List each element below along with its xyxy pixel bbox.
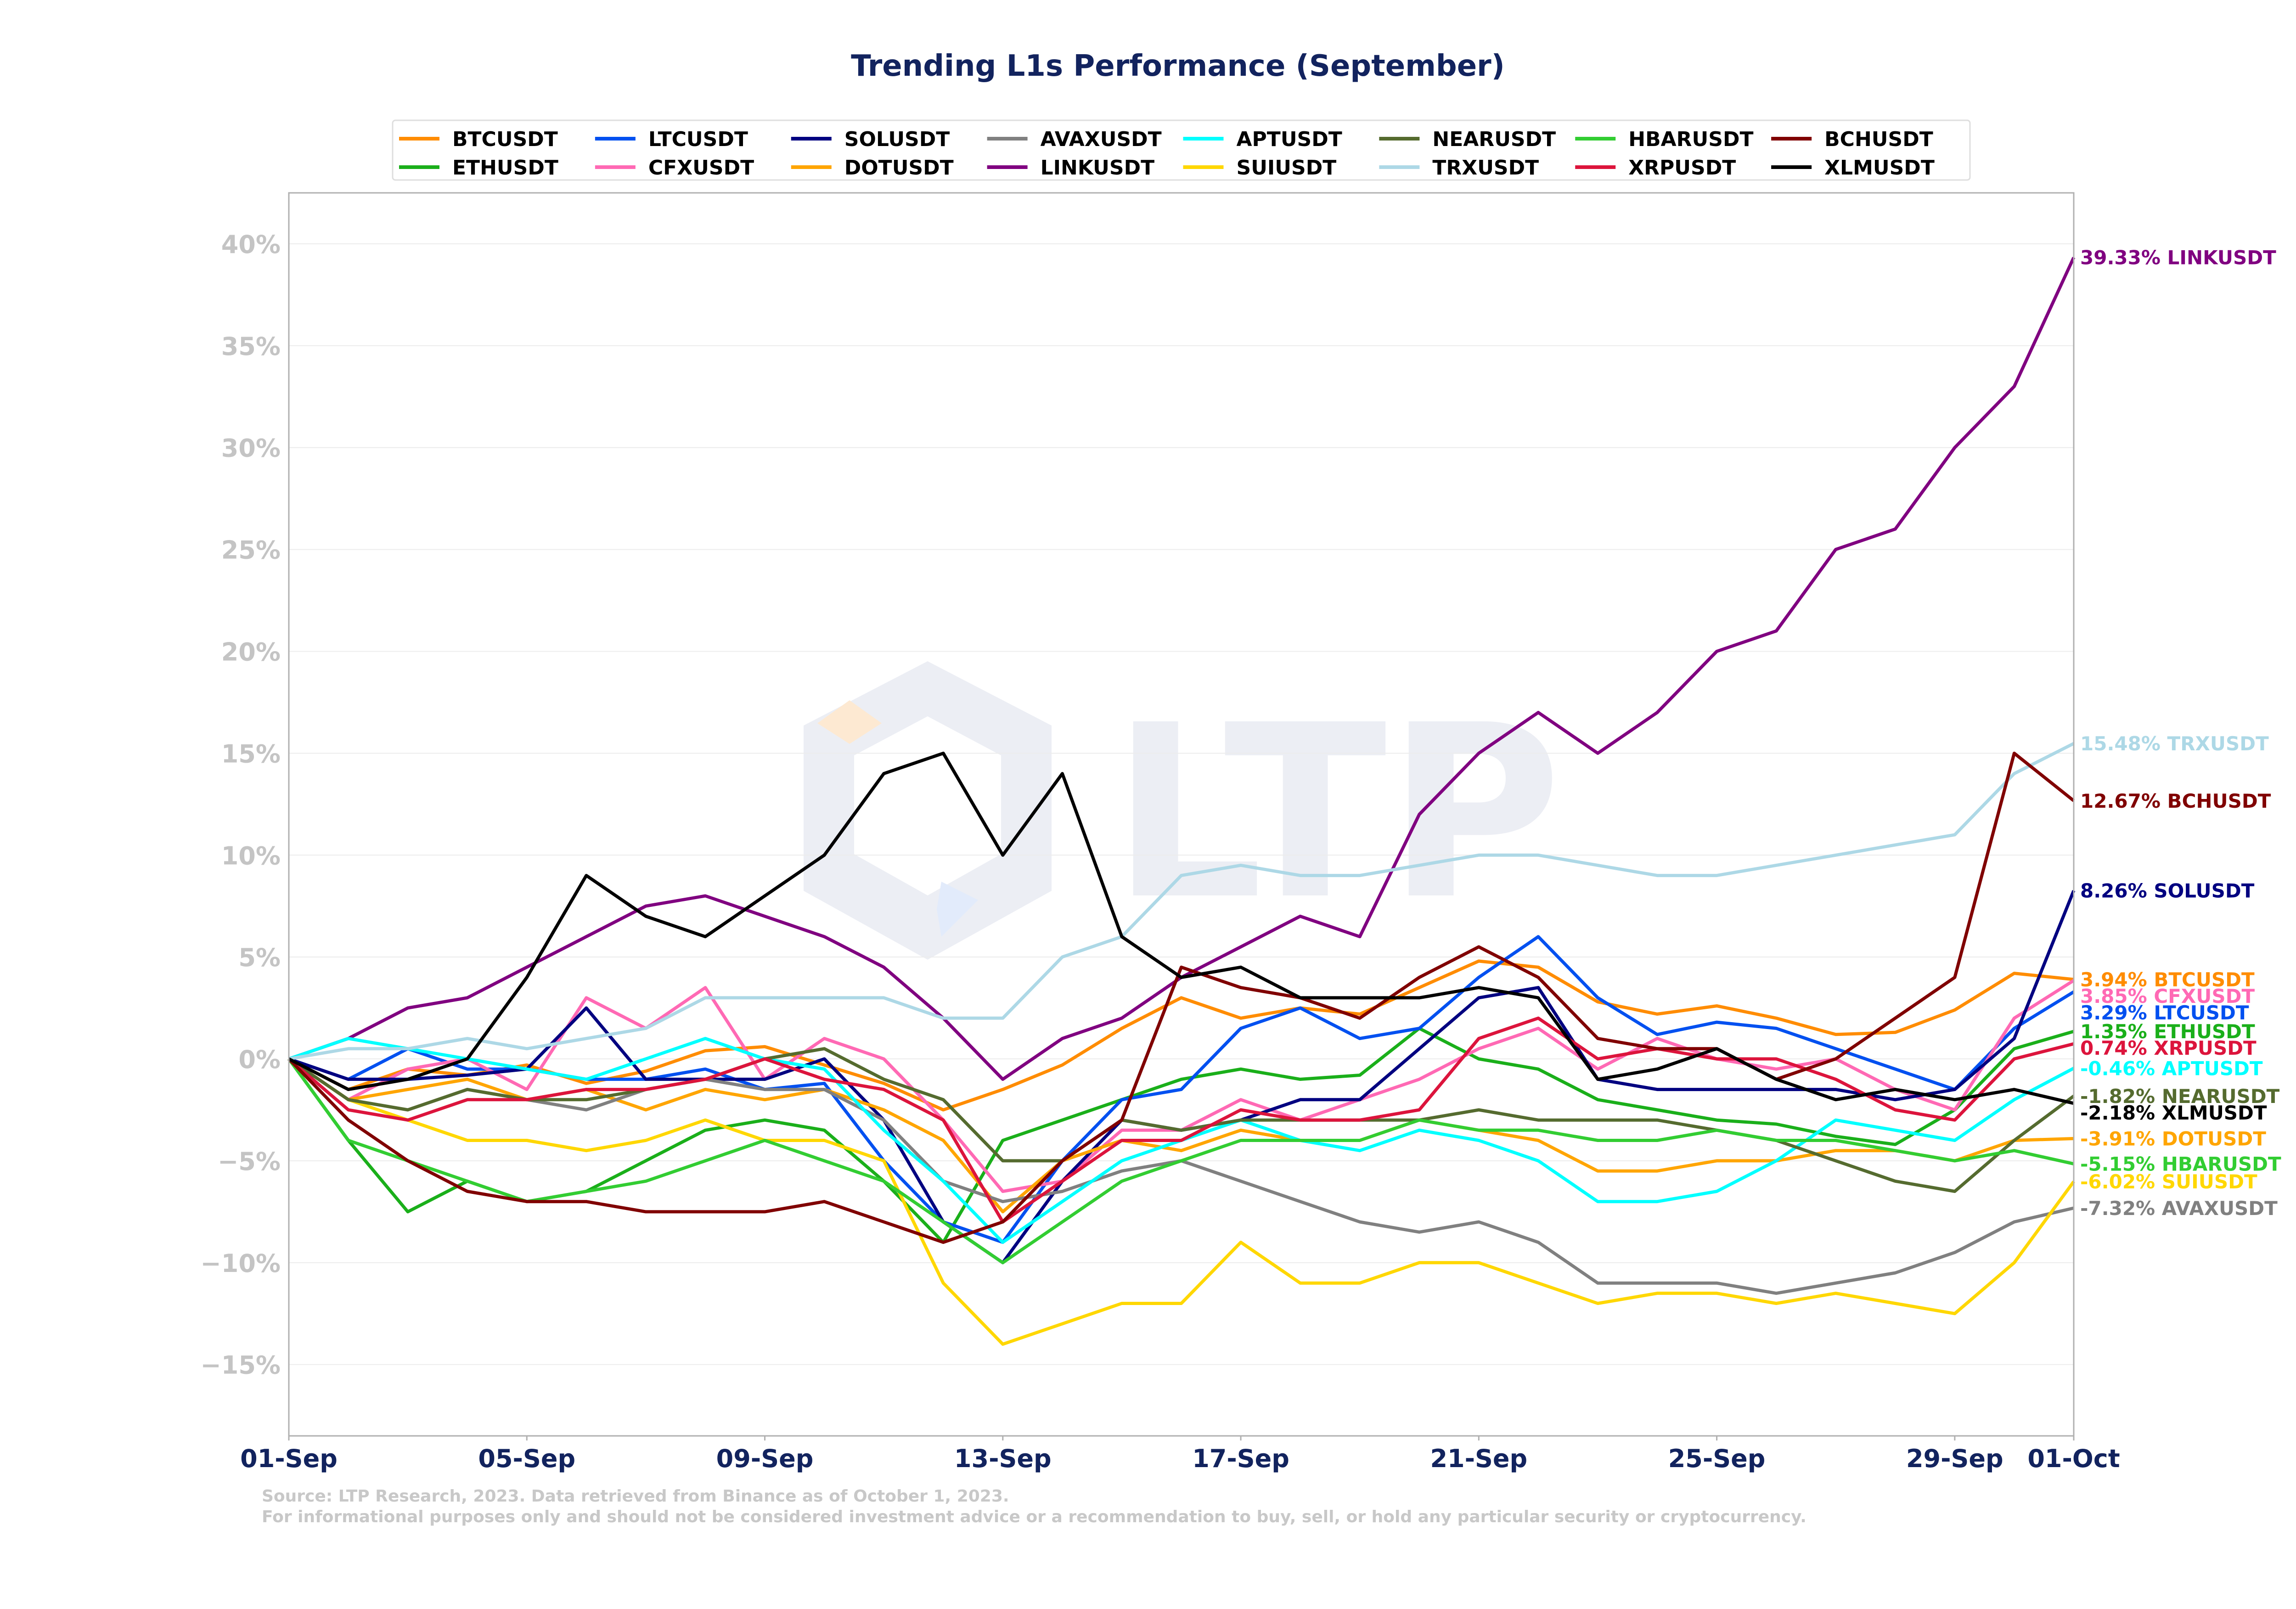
watermark-logo: LTP [804, 661, 1562, 960]
legend-item-avaxusdt: AVAXUSDT [987, 128, 1162, 151]
legend-label: LINKUSDT [1041, 156, 1155, 180]
legend-label: XLMUSDT [1824, 156, 1935, 180]
legend-item-xrpusdt: XRPUSDT [1575, 156, 1736, 180]
source-note: Source: LTP Research, 2023. Data retriev… [262, 1487, 1009, 1506]
end-label-hbarusdt: -5.15% HBARUSDT [2080, 1153, 2281, 1176]
end-label-bchusdt: 12.67% BCHUSDT [2080, 790, 2271, 812]
y-tick-label: −5% [218, 1147, 281, 1176]
legend-item-nearusdt: NEARUSDT [1379, 128, 1556, 151]
legend-label: CFXUSDT [648, 156, 754, 180]
y-tick-label: 40% [221, 230, 281, 259]
end-label-dotusdt: -3.91% DOTUSDT [2080, 1128, 2266, 1150]
series-lines [287, 257, 2076, 1346]
x-tick-label: 01-Sep [240, 1444, 338, 1473]
end-label-aptusdt: -0.46% APTUSDT [2080, 1057, 2263, 1080]
chart-title: Trending L1s Performance (September) [851, 49, 1505, 83]
legend-item-hbarusdt: HBARUSDT [1575, 128, 1754, 151]
y-tick-label: 0% [238, 1045, 281, 1074]
legend-box [392, 119, 1971, 181]
y-tick-label: 10% [221, 841, 281, 870]
y-tick-label: 20% [221, 637, 281, 666]
legend-label: BCHUSDT [1824, 128, 1933, 151]
legend-item-aptusdt: APTUSDT [1183, 128, 1342, 151]
end-label-avaxusdt: -7.32% AVAXUSDT [2080, 1197, 2278, 1220]
x-tick-label: 01-Oct [2027, 1444, 2120, 1473]
series-line-hbarusdt [287, 1058, 2074, 1265]
y-tick-label: 25% [221, 536, 281, 565]
series-line-xlmusdt [288, 751, 2074, 1105]
legend-item-bchusdt: BCHUSDT [1771, 128, 1933, 151]
series-line-btcusdt [288, 959, 2074, 1112]
legend-label: HBARUSDT [1628, 128, 1753, 151]
end-value-labels: 39.33% LINKUSDT 15.48% TRXUSDT 12.67% BCHU… [2080, 247, 2281, 1220]
watermark-text: LTP [1111, 674, 1562, 952]
legend-item-trxusdt: TRXUSDT [1379, 156, 1539, 180]
y-tick-label: 35% [221, 332, 281, 361]
legend-item-ltcusdt: LTCUSDT [595, 128, 748, 151]
y-tick-label: 15% [221, 739, 281, 768]
y-axis: −15% −10% −5% 0% 5% 10% 15% 20% 25% 30% 35% 40% [201, 230, 281, 1380]
legend-label: ETHUSDT [452, 156, 558, 180]
y-tick-label: −15% [201, 1351, 281, 1380]
end-label-ltcusdt: 3.29% LTCUSDT [2080, 1001, 2249, 1024]
x-tick-label: 13-Sep [954, 1444, 1052, 1473]
legend: BTCUSDT ETHUSDT LTCUSDT CFXUSDT SOLUSDT DOTUS… [392, 119, 1971, 181]
series-line-trxusdt [288, 742, 2075, 1061]
end-label-solusdt: 8.26% SOLUSDT [2080, 880, 2255, 902]
end-label-linkusdt: 39.33% LINKUSDT [2080, 247, 2276, 269]
end-label-xlmusdt: -2.18% XLMUSDT [2080, 1102, 2267, 1124]
x-tick-label: 25-Sep [1668, 1444, 1766, 1473]
legend-item-dotusdt: DOTUSDT [791, 156, 954, 180]
end-label-xrpusdt: 0.74% XRPUSDT [2080, 1037, 2257, 1059]
legend-label: DOTUSDT [844, 156, 954, 180]
series-line-suiusdt [288, 1058, 2075, 1346]
legend-item-linkusdt: LINKUSDT [987, 156, 1155, 180]
x-tick-label: 21-Sep [1430, 1444, 1527, 1473]
end-label-suiusdt: -6.02% SUIUSDT [2080, 1170, 2257, 1193]
legend-label: BTCUSDT [452, 128, 558, 151]
end-label-cfxusdt: 3.85% CFXUSDT [2080, 985, 2255, 1007]
end-label-ethusdt: 1.35% ETHUSDT [2080, 1020, 2255, 1043]
legend-label: XRPUSDT [1628, 156, 1736, 180]
plot-frame [288, 192, 2075, 1437]
disclaimer-note: For informational purposes only and shou… [262, 1508, 1806, 1526]
watermark-orange-diamond [817, 700, 882, 744]
x-tick-label: 29-Sep [1906, 1444, 2003, 1473]
x-tick-label: 05-Sep [478, 1444, 575, 1473]
y-tick-label: 30% [221, 434, 281, 463]
legend-item-suiusdt: SUIUSDT [1183, 156, 1337, 180]
legend-label: TRXUSDT [1432, 156, 1539, 180]
legend-item-xlmusdt: XLMUSDT [1771, 156, 1935, 180]
x-tick-label: 09-Sep [716, 1444, 814, 1473]
x-axis: 01-Sep 05-Sep 09-Sep 13-Sep 17-Sep 21-Sep 25-S… [240, 1436, 2120, 1473]
legend-label: NEARUSDT [1432, 128, 1556, 151]
end-label-btcusdt: 3.94% BTCUSDT [2080, 968, 2255, 991]
y-tick-label: −10% [201, 1249, 281, 1278]
legend-label: AVAXUSDT [1041, 128, 1162, 151]
end-label-nearusdt: -1.82% NEARUSDT [2080, 1085, 2280, 1108]
legend-item-cfxusdt: CFXUSDT [595, 156, 754, 180]
series-line-xrpusdt [287, 1016, 2074, 1224]
x-tick-label: 17-Sep [1192, 1444, 1289, 1473]
end-label-trxusdt: 15.48% TRXUSDT [2080, 732, 2269, 755]
watermark-hex-inner [854, 716, 1001, 895]
legend-item-solusdt: SOLUSDT [791, 128, 950, 151]
legend-item-btcusdt: BTCUSDT [399, 128, 558, 151]
legend-label: SUIUSDT [1237, 156, 1337, 180]
legend-label: LTCUSDT [648, 128, 748, 151]
legend-label: APTUSDT [1237, 128, 1342, 151]
y-tick-label: 5% [238, 943, 281, 972]
legend-label: SOLUSDT [844, 128, 950, 151]
legend-item-ethusdt: ETHUSDT [399, 156, 558, 180]
watermark-blue-diamond [937, 882, 978, 937]
